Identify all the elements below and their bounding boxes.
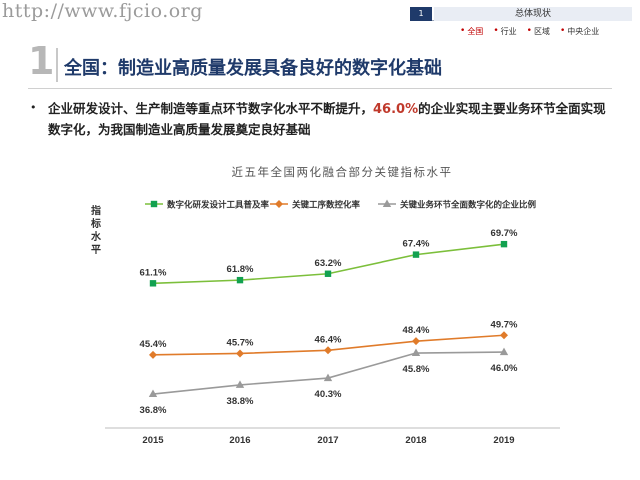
data-label: 38.8%: [227, 396, 254, 407]
data-point: [324, 346, 332, 355]
data-point: [500, 331, 508, 340]
section-number: 1: [28, 39, 55, 83]
data-point: [412, 251, 420, 258]
section-divider: [56, 48, 58, 82]
y-axis-label: 平: [91, 244, 101, 256]
data-point: [148, 389, 158, 398]
nav-section-title: 总体现状: [434, 7, 632, 21]
data-point: [411, 348, 421, 357]
x-tick-label: 2015: [142, 435, 164, 446]
page-title-main: 制造业高质量发展具备良好的数字化基础: [118, 58, 442, 79]
data-label: 45.8%: [403, 364, 430, 375]
nav-tab-label: 中央企业: [567, 26, 600, 36]
data-label: 45.7%: [227, 337, 254, 348]
nav-section-number: 1: [410, 7, 432, 21]
data-point: [500, 240, 508, 248]
page-title-prefix: 全国：: [64, 58, 118, 79]
data-point: [499, 347, 509, 356]
data-label: 48.4%: [403, 325, 430, 336]
data-point: [236, 349, 244, 358]
x-tick-label: 2018: [405, 435, 426, 446]
summary-text-part: 企业研发设计、生产制造等重点环节数字化水平不断提升，: [48, 101, 374, 116]
legend-label: 关键业务环节全面数字化的企业比例: [400, 200, 537, 210]
nav-tab-label: 行业: [500, 26, 517, 36]
bullet-icon: •: [526, 26, 532, 36]
legend-label: 数字化研发设计工具普及率: [167, 200, 270, 210]
chart-title: 近五年全国两化融合部分关键指标水平: [232, 165, 453, 179]
series-line: [152, 351, 505, 395]
data-label: 36.8%: [140, 405, 167, 416]
nav-tab-label: 区域: [533, 26, 550, 36]
nav-tabs: • 全国 • 行业 • 区域 • 中央企业: [460, 24, 609, 38]
summary-text-part: 的企业实现主要业务环节全面实现数字化，为我国制造业高质量发展奠定良好基础: [48, 101, 606, 137]
x-tick-label: 2019: [493, 435, 514, 446]
bullet-icon: •: [559, 26, 566, 36]
legend-marker: [275, 200, 283, 208]
data-label: 40.3%: [315, 389, 342, 400]
data-label: 46.0%: [491, 363, 518, 374]
bullet-icon: •: [493, 26, 499, 36]
title-underline: [28, 88, 612, 89]
x-tick-label: 2016: [229, 435, 250, 446]
legend-label: 关键工序数控化率: [292, 200, 361, 210]
y-axis-label: 水: [90, 230, 102, 243]
x-tick-label: 2017: [317, 435, 338, 446]
nav-tab-region[interactable]: • 区域: [527, 24, 550, 38]
data-point: [323, 373, 333, 382]
data-point: [235, 380, 245, 388]
data-label: 67.4%: [403, 239, 430, 250]
data-point: [149, 350, 157, 359]
summary-highlight: 46.0%: [373, 102, 419, 117]
y-axis-label: 指: [91, 204, 101, 217]
data-label: 61.8%: [227, 264, 254, 275]
legend-marker: [382, 199, 392, 207]
nav-tab-label: 全国: [467, 26, 484, 36]
summary-text: 企业研发设计、生产制造等重点环节数字化水平不断提升，46.0%的企业实现主要业务…: [48, 99, 618, 140]
data-label: 63.2%: [315, 258, 342, 269]
data-point: [236, 276, 244, 284]
data-point: [149, 280, 157, 287]
data-label: 49.7%: [491, 319, 518, 330]
legend-marker: [150, 200, 158, 208]
data-label: 46.4%: [315, 334, 342, 345]
nav-tab-central-enterprise[interactable]: • 中央企业: [560, 24, 599, 38]
nav-tab-national[interactable]: • 全国: [460, 24, 483, 38]
data-point: [412, 337, 420, 346]
page-title: 全国：制造业高质量发展具备良好的数字化基础: [64, 54, 442, 80]
data-point: [324, 270, 332, 277]
bullet-icon: •: [460, 26, 466, 36]
watermark-url: http://www.fjcio.org: [2, 0, 203, 22]
nav-tab-industry[interactable]: • 行业: [493, 24, 516, 38]
data-label: 69.7%: [491, 228, 518, 239]
data-label: 45.4%: [140, 339, 167, 350]
bullet-icon: •: [30, 101, 37, 114]
y-axis-label: 标: [90, 217, 101, 230]
data-label: 61.1%: [140, 267, 167, 278]
